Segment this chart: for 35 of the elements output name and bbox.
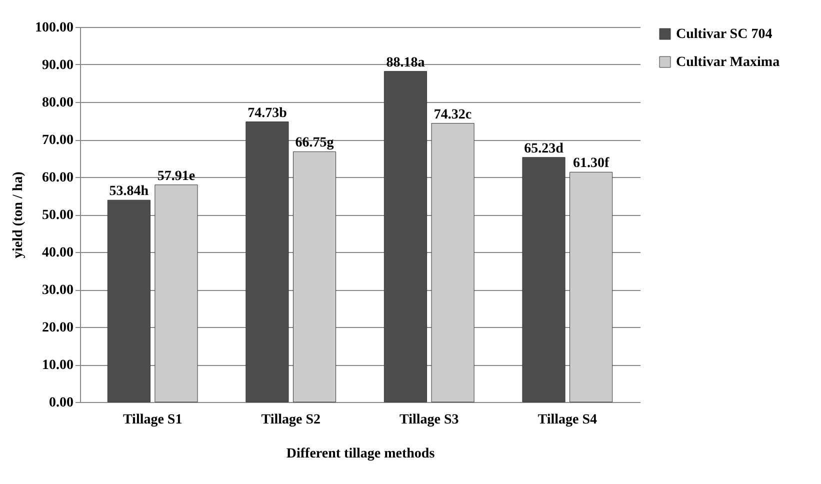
y-tick-label: 80.00 [42, 96, 74, 110]
bar [154, 184, 198, 402]
data-label: 61.30f [572, 156, 610, 172]
y-tick-label: 0.00 [49, 396, 74, 410]
y-tick-label: 40.00 [42, 246, 74, 260]
y-tick-label: 70.00 [42, 133, 74, 148]
y-tick-label: 90.00 [42, 58, 74, 73]
bar [246, 122, 289, 402]
bar [107, 200, 150, 402]
data-label: 74.32c [434, 107, 472, 122]
x-tick-label: Tillage S1 [122, 412, 182, 428]
data-label: 74.73b [248, 106, 288, 121]
data-label: 57.91e [157, 168, 196, 184]
data-label: 65.23d [524, 141, 564, 156]
bar [384, 71, 428, 402]
legend-label: Cultivar SC 704 [676, 27, 772, 42]
bar [522, 157, 566, 402]
x-axis-title: Different tillage methods [286, 446, 436, 462]
bar [292, 151, 336, 402]
legend-label: Cultivar Maxima [676, 55, 780, 70]
data-label: 66.75g [295, 136, 334, 151]
x-tick-label: Tillage S3 [400, 412, 459, 428]
y-tick-label: 60.00 [42, 170, 74, 186]
y-tick-label: 20.00 [42, 320, 74, 336]
bar [431, 123, 474, 402]
data-label: 88.18a [386, 55, 425, 70]
y-tick-label: 50.00 [42, 208, 74, 223]
data-label: 53.84h [109, 184, 149, 200]
y-tick-label: 100.00 [35, 20, 74, 36]
bar [570, 172, 613, 402]
x-tick-label: Tillage S2 [261, 412, 320, 428]
y-axis-title: yield (ton / ha) [11, 171, 26, 258]
y-tick-label: 10.00 [42, 358, 74, 373]
y-tick-label: 30.00 [42, 283, 74, 298]
x-tick-label: Tillage S4 [538, 412, 598, 428]
